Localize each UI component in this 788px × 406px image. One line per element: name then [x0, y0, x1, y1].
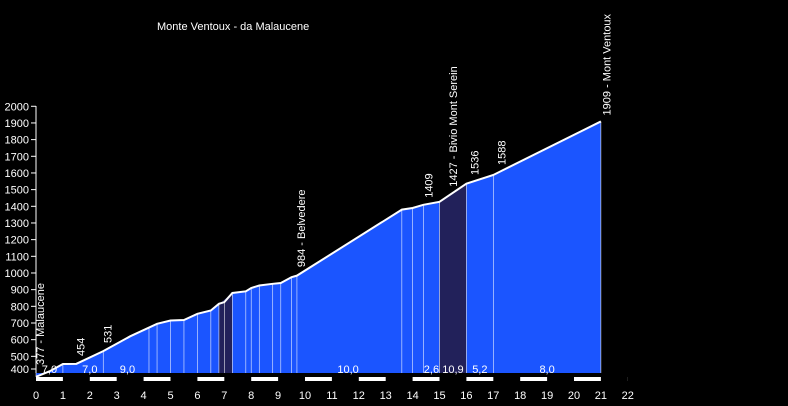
y-tick-label: 800 [11, 301, 29, 313]
x-tick-label: 9 [275, 390, 281, 402]
y-tick-label: 900 [11, 285, 29, 297]
point-labels: 377 - Malaucene 454 531 984 - Belvedere 1409… [35, 13, 613, 365]
x-tick-label: 14 [406, 390, 418, 402]
scale-bar-segment [493, 377, 521, 381]
x-tick-label: 1 [60, 390, 66, 402]
gradient-label: 7,0 [82, 364, 97, 376]
point-label: 377 - Malaucene [35, 283, 47, 365]
x-tick-label: 19 [541, 390, 553, 402]
scale-bar-segment [224, 377, 252, 381]
x-tick-label: 15 [433, 390, 445, 402]
x-tick-label: 12 [353, 390, 365, 402]
x-tick-label: 5 [167, 390, 173, 402]
x-tick-label: 17 [487, 390, 499, 402]
x-tick-label: 8 [248, 390, 254, 402]
y-tick-label: 1100 [5, 251, 29, 263]
distance-scale-bar [36, 377, 628, 381]
y-tick-label: 500 [11, 351, 29, 363]
y-tick-label: 400 [11, 364, 29, 376]
y-tick-label: 1500 [5, 185, 29, 197]
y-tick-label: 1900 [5, 118, 29, 130]
shaded-segment-small [218, 292, 233, 373]
y-tick-label: 2000 [5, 101, 29, 113]
chart-title: Monte Ventoux - da Malaucene [157, 21, 310, 33]
y-tick-label: 1800 [5, 135, 29, 147]
x-tick-label: 6 [194, 390, 200, 402]
scale-bar-segment [170, 377, 198, 381]
y-tick-label: 700 [11, 318, 29, 330]
gradient-label: 8,0 [539, 364, 554, 376]
scale-bar-segment [116, 377, 144, 381]
y-tick-label: 600 [11, 335, 29, 347]
x-tick-label: 16 [460, 390, 472, 402]
x-tick-label: 10 [299, 390, 311, 402]
gradient-label: 10,9 [442, 364, 463, 376]
x-tick-label: 13 [380, 390, 392, 402]
gradient-label: 10,0 [337, 364, 358, 376]
x-axis: 0 1 2 3 4 5 6 7 8 9 10 11 12 13 14 15 16 17 18 19 20 21 22 [33, 390, 634, 402]
x-tick-label: 2 [87, 390, 93, 402]
y-tick-label: 1300 [5, 218, 29, 230]
x-tick-label: 20 [568, 390, 580, 402]
y-tick-label: 1200 [5, 235, 29, 247]
scale-bar-segment [439, 377, 467, 381]
gradient-label: 9,0 [120, 364, 135, 376]
gradient-label: 2,6 [424, 364, 439, 376]
x-tick-label: 18 [514, 390, 526, 402]
x-tick-label: 3 [114, 390, 120, 402]
scale-bar-segment [62, 377, 90, 381]
profile-line-group [35, 120, 602, 378]
x-tick-label: 21 [595, 390, 607, 402]
scale-bar-segment [547, 377, 574, 381]
x-tick-label: 7 [221, 390, 227, 402]
point-label: 1909 - Mont Ventoux [601, 13, 613, 115]
scale-bar-segment [385, 377, 413, 381]
profile-line [35, 120, 602, 378]
gradient-labels: 7,0 7,0 9,0 10,0 2,6 10,9 5,2 8,0 [42, 364, 555, 376]
gradient-label: 5,2 [472, 364, 487, 376]
x-tick-label: 11 [326, 390, 337, 402]
y-tick-label: 1000 [5, 268, 29, 280]
gradient-label: 7,0 [42, 364, 57, 376]
point-label: 1588 [496, 140, 508, 164]
point-label: 984 - Belvedere [296, 189, 308, 267]
point-label: 531 [102, 325, 114, 343]
segment-dividers [35, 121, 602, 377]
x-tick-label: 4 [141, 390, 147, 402]
point-label: 1409 [424, 173, 436, 197]
scale-bar-segment [331, 377, 359, 381]
point-label: 454 [75, 338, 87, 356]
x-tick-label: 0 [33, 390, 39, 402]
scale-bar-segment [600, 377, 628, 381]
point-label: 1536 [469, 151, 481, 175]
y-tick-label: 1700 [5, 151, 29, 163]
scale-bar-segment [278, 377, 305, 381]
point-label: 1427 - Bivio Mont Serein [448, 66, 460, 186]
profile-area [36, 121, 601, 377]
shaded-segment [439, 183, 467, 373]
x-tick-label: 22 [622, 390, 634, 402]
y-tick-label: 1400 [5, 201, 29, 213]
y-tick-label: 1600 [5, 168, 29, 180]
profile-area-group [36, 121, 601, 377]
